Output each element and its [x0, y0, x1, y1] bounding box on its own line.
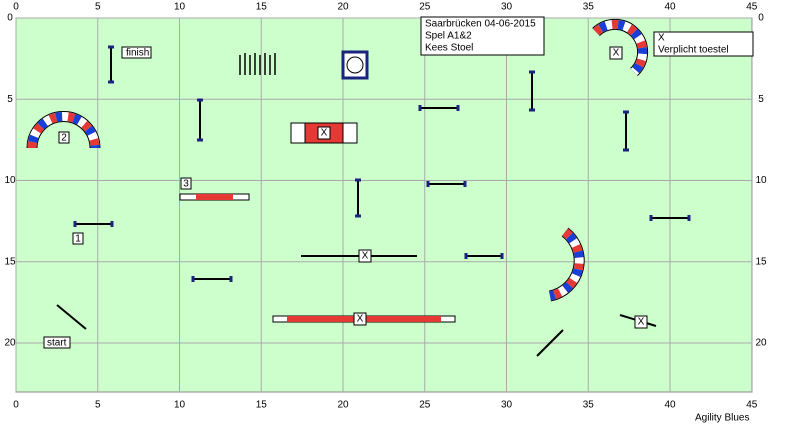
label-box: [58, 131, 70, 144]
y-tick-label: 20: [4, 338, 16, 349]
info-line: Kees Stoel: [425, 43, 473, 54]
grid: [15, 17, 753, 392]
label-box: [43, 336, 71, 349]
number-label: 2: [61, 133, 67, 144]
x-tick-label: 30: [501, 400, 513, 411]
x-tick-label: 30: [501, 2, 513, 13]
finish-label: finish: [126, 48, 149, 59]
footer: Agility Blues: [695, 413, 749, 424]
x-tick-label: 15: [256, 2, 268, 13]
x-tick-label: 45: [746, 400, 758, 411]
info-line: Saarbrücken 04-06-2015: [425, 19, 536, 30]
x-tick-label: 5: [95, 2, 101, 13]
x-tick-label: 0: [13, 2, 19, 13]
tunnel-stripe: [592, 19, 648, 76]
y-tick-label: 0: [758, 13, 764, 24]
info-box: [420, 16, 545, 56]
y-tick-label: 15: [755, 256, 767, 267]
table-ring: [346, 56, 364, 74]
info-line: Spel A1&2: [425, 31, 472, 42]
tunnel-stripe: [548, 228, 584, 301]
number-label: 1: [75, 234, 81, 245]
start-label: start: [47, 338, 67, 349]
tunnel-stripe: [592, 19, 648, 76]
mandatory-mark: X: [362, 251, 369, 262]
y-tick-label: 5: [7, 94, 13, 105]
weave: [239, 53, 276, 75]
number-label: 3: [183, 179, 189, 190]
field: [15, 17, 753, 393]
x-tick-label: 35: [583, 2, 595, 13]
x-tick-label: 40: [664, 400, 676, 411]
y-tick-label: 10: [755, 175, 767, 186]
label-box: [121, 46, 152, 59]
x-tick-label: 25: [419, 2, 431, 13]
x-tick-label: 20: [337, 2, 349, 13]
x-tick-label: 25: [419, 400, 431, 411]
tunnel-fill: [27, 112, 100, 149]
legend-box: [653, 31, 754, 57]
label-box: [180, 177, 192, 190]
y-tick-label: 20: [755, 338, 767, 349]
y-tick-label: 15: [4, 256, 16, 267]
x-tick-label: 45: [746, 2, 758, 13]
x-tick-label: 15: [256, 400, 268, 411]
y-tick-label: 0: [7, 13, 13, 24]
x-tick-label: 20: [337, 400, 349, 411]
mandatory-mark: X: [613, 48, 620, 59]
mandatory-mark: X: [357, 314, 364, 325]
label-box: [72, 232, 84, 245]
x-tick-label: 5: [95, 400, 101, 411]
x-tick-label: 40: [664, 2, 676, 13]
x-tick-label: 10: [174, 400, 186, 411]
mandatory-mark: X: [321, 128, 328, 139]
mandatory-mark: X: [638, 317, 645, 328]
x-tick-label: 10: [174, 2, 186, 13]
y-tick-label: 5: [758, 94, 764, 105]
legend-text: Verplicht toestel: [658, 45, 729, 56]
x-tick-label: 35: [583, 400, 595, 411]
seesaw-zone: [196, 194, 233, 200]
y-tick-label: 10: [4, 175, 16, 186]
x-tick-label: 0: [13, 400, 19, 411]
legend-symbol: X: [658, 33, 665, 44]
tunnel-stripe: [548, 228, 584, 301]
mandatory-marks: X X X X X: [317, 46, 648, 329]
